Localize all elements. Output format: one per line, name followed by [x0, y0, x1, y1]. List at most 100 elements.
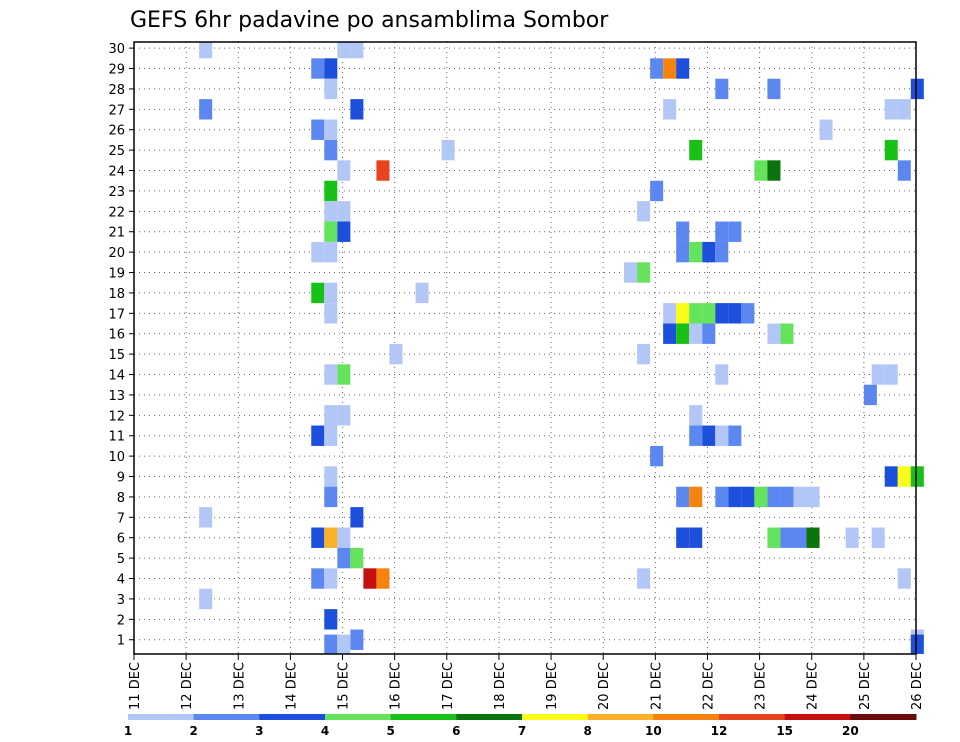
heatmap-cell [337, 364, 351, 385]
x-tick-label: 24 DEC [806, 662, 821, 710]
y-tick-label: 5 [117, 552, 125, 567]
y-tick-label: 28 [108, 83, 125, 98]
heatmap-cell [311, 527, 325, 548]
y-tick-label: 27 [108, 103, 125, 118]
y-tick-label: 25 [108, 144, 125, 159]
x-tick-label: 18 DEC [493, 662, 508, 710]
x-tick-label: 16 DEC [389, 662, 404, 710]
y-tick-label: 24 [108, 165, 125, 180]
heatmap-cell [337, 42, 351, 59]
y-axis-ticks: 1234567891011121314151617181920212223242… [108, 42, 134, 649]
x-tick-label: 19 DEC [545, 662, 560, 710]
heatmap-cell [376, 160, 390, 181]
heatmap-cell [702, 425, 716, 446]
colorbar-label: 6 [452, 724, 460, 738]
heatmap-cell [324, 119, 338, 140]
heatmap-cell [324, 78, 338, 100]
heatmap-cell [806, 527, 820, 548]
heatmap-cell [715, 425, 729, 446]
heatmap-cell [702, 323, 716, 344]
heatmap-cell [324, 303, 338, 324]
y-tick-label: 15 [108, 348, 125, 363]
grid-lines [134, 42, 916, 654]
heatmap-cell [728, 425, 742, 446]
colorbar-label: 15 [776, 724, 793, 738]
heatmap-cell [650, 445, 664, 467]
x-tick-label: 21 DEC [649, 662, 664, 710]
heatmap-cell [663, 99, 677, 120]
heatmap-cell [845, 527, 859, 548]
heatmap-cell [363, 568, 377, 589]
heatmap-cell [311, 241, 325, 263]
heatmap-cell [871, 364, 885, 385]
heatmap-cell [728, 303, 742, 324]
y-tick-label: 6 [117, 532, 125, 547]
heatmap-cell [910, 466, 924, 487]
heatmap-cell [676, 303, 690, 324]
heatmap-cell [754, 160, 768, 181]
x-tick-label: 17 DEC [441, 662, 456, 710]
heatmap-cell [676, 221, 690, 242]
heatmap-cell [324, 241, 338, 263]
heatmap-cell [897, 99, 911, 120]
colorbar-label: 1 [124, 724, 132, 738]
heatmap-cell [689, 405, 703, 426]
heatmap-cell [350, 99, 364, 120]
heatmap-cell [311, 119, 325, 140]
heatmap-cell [311, 282, 325, 304]
heatmap-cell [324, 568, 338, 589]
colorbar-swatch [456, 714, 523, 720]
heatmap-cell [337, 160, 351, 181]
x-tick-label: 12 DEC [180, 662, 195, 710]
heatmap-cell [689, 303, 703, 324]
heatmap-cell [884, 364, 898, 385]
y-tick-label: 17 [108, 307, 125, 322]
heatmap-cell [337, 634, 351, 654]
heatmap-cell [767, 78, 781, 100]
y-tick-label: 2 [117, 613, 125, 628]
colorbar-label: 8 [583, 724, 591, 738]
y-tick-label: 21 [108, 226, 125, 241]
heatmap-cell [637, 201, 651, 222]
heatmap-cell [702, 241, 716, 263]
heatmap-cell [715, 486, 729, 508]
heatmap-cell [663, 58, 677, 79]
heatmap-cell [324, 139, 338, 161]
colorbar-swatch [522, 714, 589, 720]
heatmap-cell [441, 139, 455, 161]
heatmap-cell [311, 568, 325, 589]
heatmap-cell [871, 527, 885, 548]
heatmap-cell [376, 568, 390, 589]
x-tick-label: 13 DEC [232, 662, 247, 710]
x-axis-ticks: 11 DEC 12 DEC 13 DEC 14 DEC 15 DEC 16 DEC 17 D… [128, 654, 925, 710]
colorbar-label: 2 [189, 724, 197, 738]
colorbar-label: 7 [518, 724, 526, 738]
heatmap-cell [637, 568, 651, 589]
y-tick-label: 20 [108, 246, 125, 261]
x-tick-label: 23 DEC [754, 662, 769, 710]
y-tick-label: 11 [108, 430, 125, 445]
y-tick-label: 23 [108, 185, 125, 200]
heatmap-cell [676, 58, 690, 79]
colorbar: 1 2 3 4 5 6 7 8 10 12 15 20 [124, 714, 917, 738]
x-tick-label: 26 DEC [910, 662, 925, 710]
y-tick-label: 3 [117, 593, 125, 608]
heatmap-cell [624, 262, 638, 283]
heatmap-cell [637, 343, 651, 365]
y-tick-label: 4 [117, 573, 125, 588]
y-tick-label: 16 [108, 328, 125, 343]
heatmap-cell [650, 58, 664, 79]
heatmap-cell [689, 527, 703, 548]
heatmap-cell [780, 323, 794, 344]
heatmap-cell [767, 323, 781, 344]
heatmap-cell [715, 241, 729, 263]
heatmap-cell [689, 241, 703, 263]
heatmap-cell [350, 629, 364, 650]
colorbar-swatch [325, 714, 392, 720]
colorbar-swatch [653, 714, 720, 720]
heatmap-cell [702, 303, 716, 324]
heatmap-cell [780, 486, 794, 508]
heatmap-cell [728, 486, 742, 508]
heatmap-cell [793, 527, 807, 548]
